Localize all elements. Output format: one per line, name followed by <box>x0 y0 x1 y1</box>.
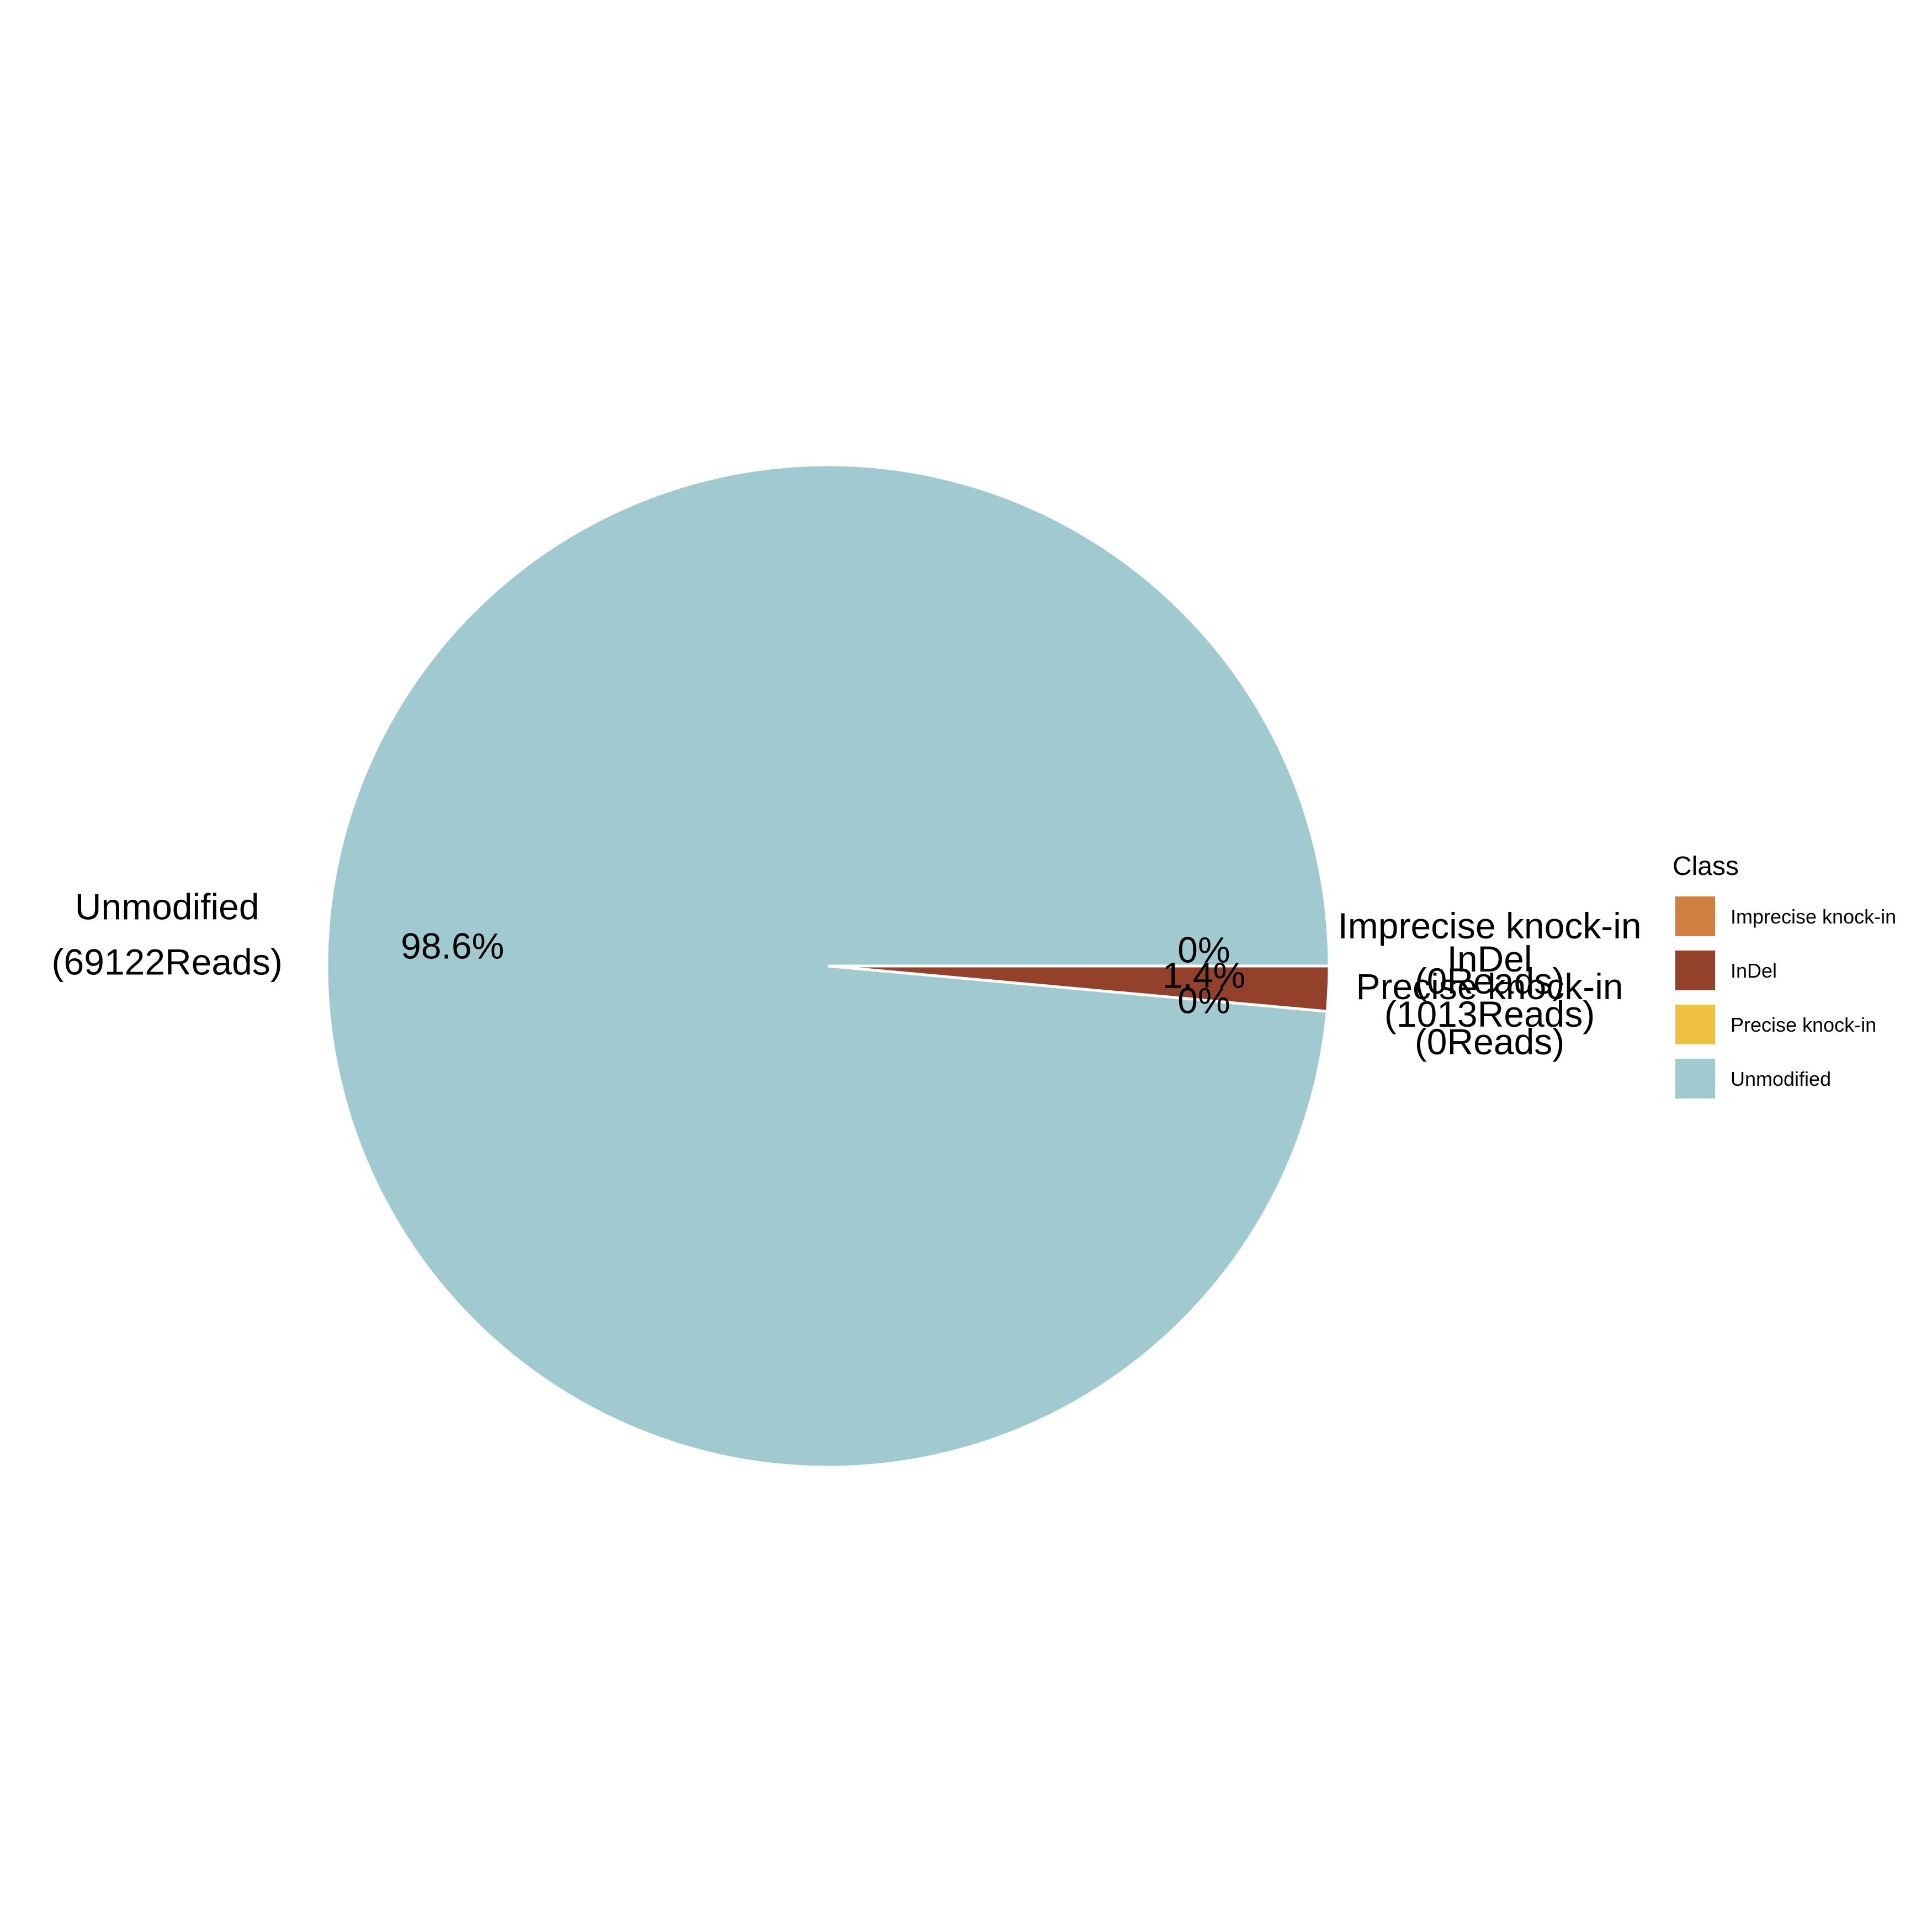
slice-name-precise-knock-in: Precise knock-in <box>1356 966 1623 1007</box>
percent-labels: 0%1.4%0% 98.6% <box>401 926 1245 1021</box>
percent-label-imprecise-knock-in: 0% <box>1177 929 1230 970</box>
slice-reads-unmodified: (69122Reads) <box>52 942 283 983</box>
slice-reads-precise-knock-in: (0Reads) <box>1415 1021 1564 1062</box>
slice-reads-imprecise-knock-in: (0Reads) <box>1415 960 1564 1001</box>
legend-swatch-imprecise-knock-in <box>1675 896 1715 936</box>
legend-swatch-unmodified <box>1675 1059 1715 1098</box>
percent-label-unmodified: 98.6% <box>401 926 504 967</box>
legend-label-indel: InDel <box>1731 959 1777 982</box>
legend-swatch-indel <box>1675 951 1715 990</box>
percent-label-precise-knock-in: 0% <box>1177 980 1230 1021</box>
legend-label-precise-knock-in: Precise knock-in <box>1731 1013 1876 1036</box>
slice-reads-indel: (1013Reads) <box>1384 994 1595 1034</box>
legend: Class Imprecise knock-in InDel Precise kno… <box>1673 852 1896 1098</box>
slice-name-unmodified: Unmodified <box>75 887 259 927</box>
slice-name-labels: Imprecise knock-in(0Reads)InDel(1013Read… <box>52 887 1642 1062</box>
pie-slice-unmodified <box>325 463 1331 1469</box>
legend-swatch-precise-knock-in <box>1675 1005 1715 1044</box>
slice-name-indel: InDel <box>1447 938 1532 979</box>
percent-label-indel: 1.4% <box>1163 954 1245 995</box>
legend-label-unmodified: Unmodified <box>1731 1068 1831 1090</box>
legend-label-imprecise-knock-in: Imprecise knock-in <box>1731 905 1896 928</box>
slice-name-imprecise-knock-in: Imprecise knock-in <box>1337 905 1641 946</box>
legend-title: Class <box>1673 852 1739 881</box>
pie-slices <box>325 463 1331 1469</box>
